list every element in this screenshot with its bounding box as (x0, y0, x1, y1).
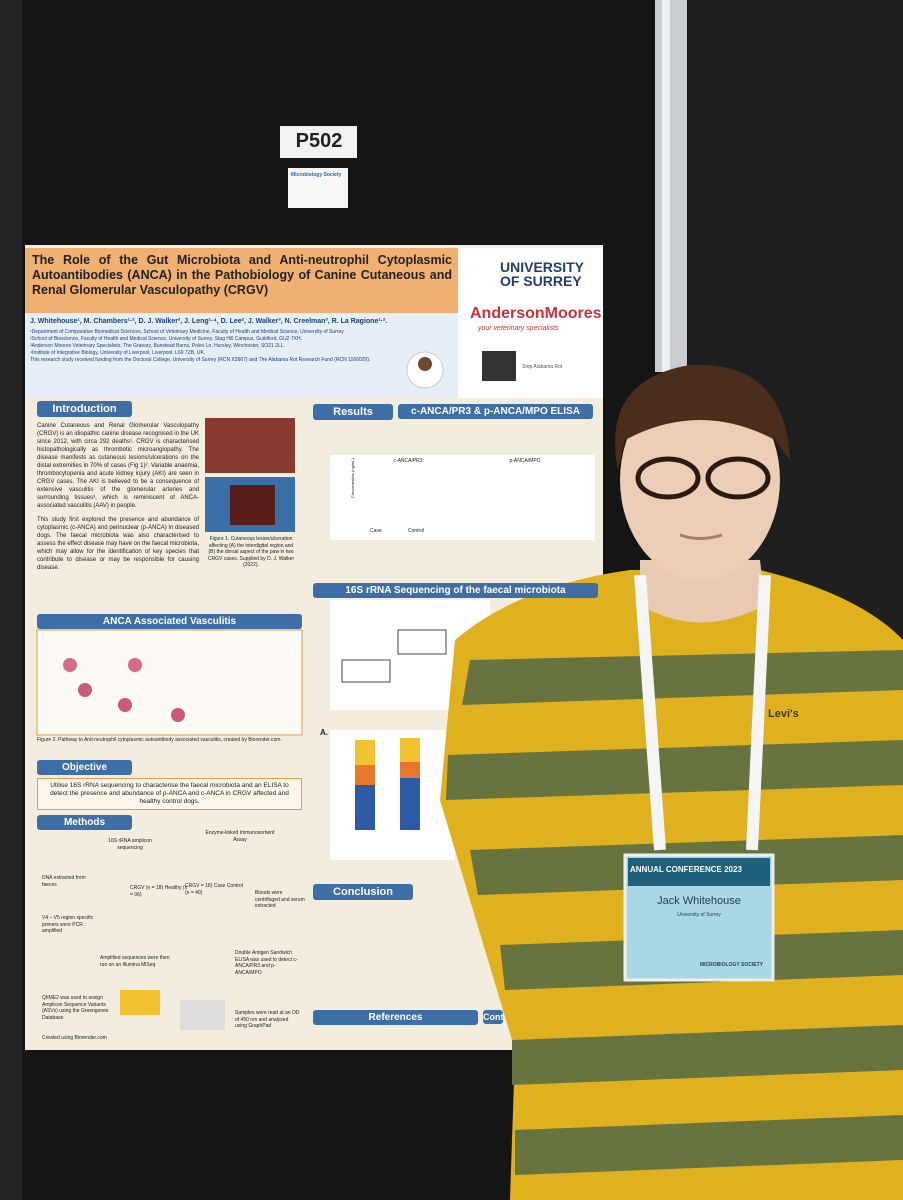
method-step: QIIME2 was used to assign Amplicon Seque… (42, 995, 109, 1021)
cell (171, 708, 185, 722)
funding: This research study received funding fro… (30, 357, 371, 363)
lesion-photo-b-detail (230, 485, 275, 525)
cell (118, 698, 132, 712)
badge-affiliation: University of Surrey (677, 912, 721, 918)
lanyard (634, 574, 771, 851)
method-step: DNA extracted from faeces (42, 875, 86, 888)
affiliation: ²School of Bioscience, Faculty of Health… (30, 336, 302, 342)
method-step: Samples were read at an OD of 450 nm and… (235, 1010, 300, 1029)
fund-logo (482, 351, 516, 381)
hair (615, 364, 790, 470)
figure-caption: Figure 2. Pathway to Anti-neutrophil cyt… (37, 737, 282, 743)
category-label: Case (370, 528, 382, 534)
paragraph: This study first explored the presence a… (37, 517, 199, 571)
panel-title: p-ANCA/MPO (509, 458, 541, 464)
mouth (679, 533, 723, 540)
pole-highlight (662, 0, 670, 372)
glasses-right (705, 456, 771, 500)
affiliations: ¹Department of Comparative Biomedical Sc… (30, 329, 400, 364)
box-plot (341, 659, 391, 683)
plate-reader (180, 1000, 225, 1030)
taxa-bar (355, 765, 375, 785)
section-heading: Methods (37, 815, 132, 830)
award-card: Microbiology Society (291, 172, 342, 178)
box-plot (397, 629, 447, 655)
taxa-bar (355, 740, 375, 765)
section-heading: Objective (37, 760, 132, 775)
poster-authors: J. Whitehouse¹, M. Chambers¹·², D. J. Wa… (30, 318, 388, 325)
method-step: Enzyme-linked Immunosorbent Assay (205, 830, 275, 843)
intro-text: Canine Cutaneous and Renal Glomerular Va… (37, 422, 199, 572)
cell (78, 683, 92, 697)
number-card (280, 126, 357, 158)
axis-label: Concentration (ng/mL) (350, 458, 355, 498)
badge-event: ANNUAL CONFERENCE 2023 (630, 865, 768, 874)
elisa-figure (330, 455, 595, 540)
badge-footer: MICROBIOLOGY SOCIETY (700, 962, 763, 968)
board-edge (0, 0, 22, 1200)
affiliation: ⁴Institute of Integrative Biology, Unive… (30, 350, 206, 356)
glasses-left (635, 456, 701, 500)
stripe (446, 740, 903, 800)
title-band (25, 248, 458, 313)
author-photo-head (418, 357, 432, 371)
figure-caption: Figure 1. Cutaneous lesion/ulceration af… (207, 536, 295, 568)
badge-header (628, 858, 770, 886)
method-step: CRGV = 18) Case Control (n = 40) (185, 883, 243, 896)
practice-tagline: your veterinary specialists (478, 325, 559, 332)
university-logo: UNIVERSITY OF SURREY (500, 259, 584, 289)
author-band (25, 313, 458, 398)
stripe (515, 1115, 903, 1175)
badge-year: 2023 (724, 865, 742, 874)
method-step: Bloods were centrifuged and serum extrac… (255, 890, 305, 909)
affiliation: ¹Department of Comparative Biomedical Sc… (30, 329, 344, 335)
section-heading: c-ANCA/PR3 & p-ANCA/MPO ELISA (398, 404, 593, 419)
badge-event-text: ANNUAL CONFERENCE (630, 865, 722, 874)
stripe (512, 1025, 903, 1085)
section-heading: References (313, 1010, 478, 1025)
poster-title: The Role of the Gut Microbiota and Anti-… (32, 253, 452, 297)
fund-logo-text: Stop Alabama Rot (522, 364, 563, 370)
taxa-bar (400, 738, 420, 762)
panel-title: c-ANCA/PR3 (393, 458, 423, 464)
section-heading: Results (313, 404, 393, 420)
section-heading: Conclusion (313, 884, 413, 900)
award-card-bg (288, 168, 348, 208)
taxa-figure (330, 730, 455, 860)
method-step: CRGV (n = 18) Healthy (n = 96) (130, 885, 188, 898)
taxa-bar (400, 762, 420, 778)
heatmap (120, 990, 160, 1015)
cell (63, 658, 77, 672)
lesion-photo-a (205, 418, 295, 473)
pathway-figure (36, 629, 303, 736)
paragraph: Canine Cutaneous and Renal Glomerular Va… (37, 423, 199, 509)
category-label: Control (408, 528, 425, 534)
board-number: P502 (295, 130, 343, 152)
panel-label: A. (320, 728, 328, 737)
section-heading: Introduction (37, 401, 132, 417)
taxa-bar (355, 785, 375, 830)
affiliation: ³Anderson Moores Veterinary Specialists,… (30, 343, 285, 349)
practice-logo: AndersonMoores (470, 305, 602, 322)
neck (640, 560, 765, 623)
section-heading: ANCA Associated Vasculitis (37, 614, 302, 629)
method-step: 16S rRNA amplicon sequencing (108, 838, 152, 851)
method-step: Double Antigen Sandwich ELISA was used t… (235, 950, 298, 976)
stripe (462, 650, 903, 705)
cell (128, 658, 142, 672)
section-heading: Conta (483, 1010, 503, 1024)
shirt-logo: Levi's (768, 708, 799, 720)
section-heading: 16S rRNA Sequencing of the faecal microb… (313, 583, 598, 598)
taxa-bar (400, 778, 420, 830)
credit: Created using Biorender.com (42, 1035, 107, 1041)
method-step: V4 – V5 region specific primers were PCR… (42, 915, 94, 934)
badge-name: Jack Whitehouse (657, 895, 741, 907)
pole (655, 0, 687, 372)
shirt-stripes (446, 650, 903, 1175)
method-step: Amplified sequences were then run on an … (100, 955, 170, 968)
objective-text: Utilise 16S rRNA sequencing to character… (37, 778, 302, 810)
